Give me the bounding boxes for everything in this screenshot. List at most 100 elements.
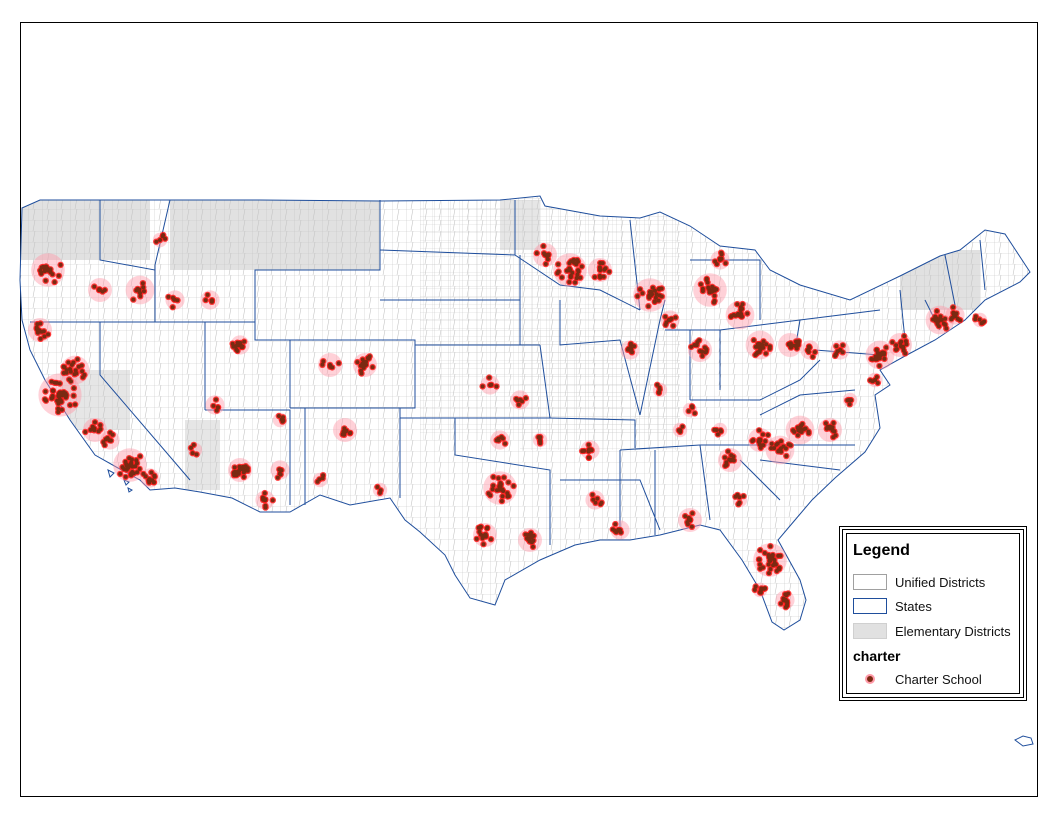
charter-school-point — [600, 261, 605, 266]
charter-school-point — [486, 491, 491, 496]
charter-school-point — [737, 495, 742, 500]
charter-school-point — [485, 526, 489, 531]
charter-school-point — [56, 401, 61, 406]
charter-school-point — [378, 488, 383, 493]
charter-school-point — [358, 363, 363, 368]
charter-school-point — [526, 532, 531, 537]
charter-school-point — [506, 480, 511, 485]
charter-school-point — [277, 467, 282, 472]
charter-school-point — [263, 497, 267, 502]
charter-school-point — [536, 435, 541, 440]
charter-school-point — [317, 477, 322, 482]
charter-school-point — [635, 294, 640, 299]
charter-school-point — [232, 465, 237, 470]
charter-school-point — [878, 351, 883, 356]
charter-school-point — [794, 346, 799, 351]
charter-school-point — [598, 275, 603, 280]
charter-school-point — [240, 464, 245, 469]
charter-school-point — [348, 430, 353, 435]
charter-school-point — [776, 553, 781, 558]
legend-item-unified: Unified Districts — [853, 573, 985, 591]
charter-school-point — [870, 357, 875, 362]
charter-school-point — [733, 494, 738, 499]
charter-school-point — [715, 432, 720, 437]
charter-school-point — [706, 285, 711, 290]
charter-school-point — [768, 544, 773, 549]
charter-school-point — [529, 540, 534, 545]
charter-school-point — [763, 351, 768, 356]
charter-school-point — [874, 375, 879, 379]
charter-school-point — [542, 251, 546, 256]
coastal-islands — [107, 469, 133, 493]
charter-school-point — [98, 423, 103, 428]
charter-school-point — [490, 487, 495, 492]
charter-school-point — [69, 362, 74, 367]
charter-school-point — [328, 364, 333, 369]
charter-school-point — [767, 346, 772, 351]
charter-school-point — [766, 433, 770, 437]
charter-school-point — [235, 340, 240, 345]
charter-school-point — [194, 452, 199, 457]
charter-school-point — [336, 361, 341, 366]
charter-school-point — [586, 442, 591, 447]
charter-school-point — [764, 342, 769, 347]
charter-school-point — [638, 287, 643, 292]
charter-school-point — [712, 300, 716, 305]
charter-school-point — [494, 438, 499, 443]
charter-school-point — [42, 397, 47, 402]
charter-school-point — [828, 425, 833, 430]
charter-school-point — [781, 444, 786, 449]
charter-school-point — [597, 265, 602, 270]
charter-school-point — [761, 339, 766, 344]
charter-school-point — [511, 484, 516, 488]
charter-school-point — [514, 396, 519, 401]
charter-school-points — [34, 233, 987, 610]
charter-school-point — [494, 384, 499, 389]
charter-school-point — [241, 475, 246, 479]
charter-school-point — [653, 288, 657, 293]
charter-school-point — [573, 280, 578, 285]
charter-school-point — [88, 427, 93, 432]
charter-school-point — [320, 476, 325, 481]
legend-box: Legend Unified Districts States Elementa… — [839, 526, 1027, 701]
charter-school-point — [799, 423, 804, 428]
charter-school-point — [138, 454, 143, 459]
charter-school-point — [758, 562, 762, 567]
charter-school-point — [108, 430, 113, 435]
charter-school-point — [568, 275, 573, 280]
legend-group-title: charter — [853, 648, 901, 664]
island-shape — [1014, 735, 1034, 747]
elementary-districts-swatch — [853, 623, 887, 639]
charter-school-point — [361, 364, 366, 368]
charter-school-point — [149, 470, 154, 475]
states-swatch — [853, 598, 887, 614]
charter-school-point — [656, 298, 661, 303]
charter-school-point — [140, 281, 145, 286]
charter-school-point — [487, 375, 492, 380]
charter-school-point — [700, 289, 705, 294]
charter-school-point — [894, 343, 899, 348]
charter-school-point — [834, 344, 839, 349]
charter-school-point — [43, 278, 48, 283]
charter-school-point — [203, 298, 208, 303]
charter-school-point — [731, 454, 736, 459]
charter-school-point — [722, 455, 727, 460]
charter-school-point — [686, 409, 691, 414]
charter-school-point — [882, 356, 887, 361]
charter-school-point — [545, 257, 550, 262]
charter-school-point — [603, 266, 608, 271]
legend-label-states: States — [895, 598, 932, 614]
charter-school-point — [505, 494, 510, 499]
charter-school-point — [676, 428, 681, 433]
charter-school-point — [740, 306, 744, 311]
charter-school-point — [938, 314, 943, 319]
charter-school-point — [215, 405, 220, 410]
charter-school-point — [503, 441, 508, 446]
charter-school-point — [934, 309, 939, 314]
charter-school-point — [205, 292, 210, 297]
charter-school-point — [76, 364, 81, 369]
charter-school-point — [270, 498, 275, 503]
charter-school-point — [873, 378, 878, 382]
charter-school-point — [796, 343, 801, 348]
charter-school-point — [100, 289, 105, 294]
